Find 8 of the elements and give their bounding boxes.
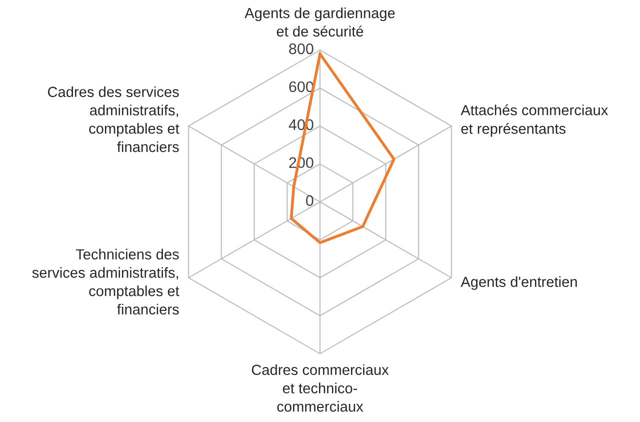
spoke-label: Agents de gardiennage et de sécurité	[244, 8, 395, 37]
spoke-label: Cadres des services administratifs, comptables et financiers	[48, 86, 180, 152]
spoke-label: Cadres commerciaux et technico- commerciaux	[252, 364, 389, 412]
spoke-label: Attachés commerciaux et représentants	[460, 104, 608, 137]
y-tick-label: 800	[289, 43, 314, 54]
y-tick-label: 0	[306, 195, 314, 206]
spoke-label: Agents d'entretien	[460, 276, 577, 290]
spoke-label: Techniciens des services administratifs, comptables et financiers	[32, 248, 180, 315]
